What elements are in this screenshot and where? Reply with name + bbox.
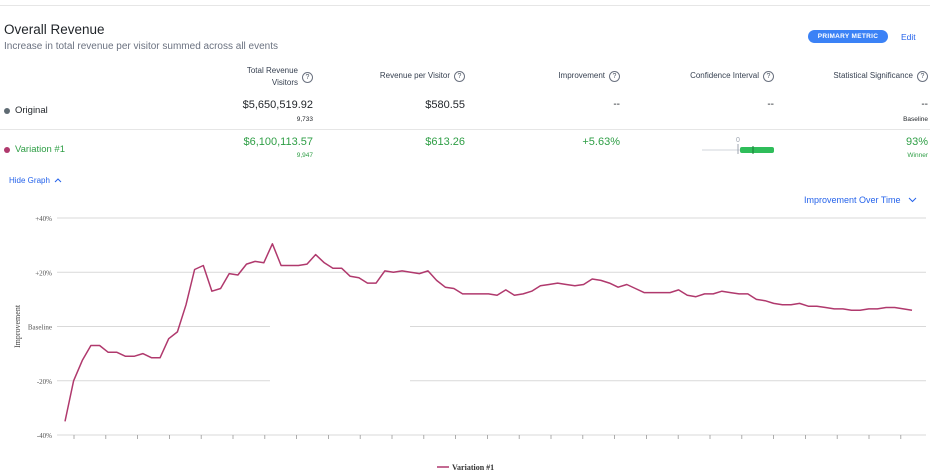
confidence-interval-bar: 0	[702, 137, 774, 154]
original-significance: --	[921, 99, 928, 110]
y-tick-label: +20%	[35, 269, 52, 277]
hide-graph-toggle[interactable]: Hide Graph	[9, 176, 62, 185]
revenue-per-visitor-label: Revenue per Visitor	[379, 71, 450, 80]
statistical-significance-label: Statistical Significance	[833, 71, 913, 80]
column-header-confidence-interval: Confidence Interval ?	[660, 70, 774, 82]
original-improvement: --	[613, 99, 620, 110]
variation-improvement: +5.63%	[582, 136, 620, 148]
variation-total-revenue: $6,100,113.57	[243, 136, 313, 148]
y-tick-label: -40%	[37, 432, 52, 440]
improvement-over-time-chart: +40% +20% Baseline -20% -40% Improvement Varia…	[13, 215, 926, 472]
column-header-improvement: Improvement ?	[520, 70, 620, 82]
original-visitors: 9,733	[296, 116, 313, 123]
variation-name: Original	[15, 105, 48, 116]
legend-label: Variation #1	[452, 463, 494, 472]
original-total-revenue: $5,650,519.92	[242, 99, 313, 111]
help-icon[interactable]: ?	[609, 70, 620, 82]
chevron-up-icon	[54, 178, 62, 183]
y-tick-label: Baseline	[28, 324, 52, 332]
original-revenue-per-visitor: $580.55	[425, 99, 465, 111]
y-tick-label: -20%	[37, 378, 52, 386]
top-divider	[0, 5, 930, 6]
column-header-statistical-significance: Statistical Significance ?	[800, 70, 928, 82]
y-axis-label: Improvement	[13, 304, 22, 348]
column-header-revenue-per-visitor: Revenue per Visitor ?	[350, 70, 465, 82]
variation-name: Variation #1	[15, 144, 65, 155]
ci-range	[740, 147, 774, 153]
column-header-total-revenue: Total Revenue Visitors ?	[225, 65, 313, 89]
confidence-interval-label: Confidence Interval	[690, 71, 759, 80]
total-revenue-label: Total Revenue	[246, 66, 298, 75]
y-tick-label: +40%	[35, 215, 52, 223]
visitors-label: Visitors	[271, 78, 298, 87]
help-icon[interactable]: ?	[763, 70, 774, 82]
improvement-label: Improvement	[558, 71, 605, 80]
edit-link[interactable]: Edit	[901, 32, 916, 42]
hide-graph-label: Hide Graph	[9, 176, 50, 185]
variation-significance-sub: Winner	[907, 152, 928, 159]
graph-view-dropdown[interactable]: Improvement Over Time	[804, 195, 917, 205]
variation-significance: 93%	[905, 136, 928, 148]
original-confidence-interval: --	[767, 99, 774, 110]
original-color-dot	[4, 107, 10, 114]
variation-visitors: 9,947	[296, 152, 313, 159]
help-icon[interactable]: ?	[917, 70, 928, 82]
primary-metric-badge: PRIMARY METRIC	[808, 30, 888, 43]
variation-color-dot	[4, 146, 10, 153]
metric-title: Overall Revenue	[4, 22, 105, 37]
series-line-variation-1	[64, 243, 913, 422]
ci-zero-label: 0	[736, 137, 740, 144]
chevron-down-icon	[908, 197, 917, 203]
variation-revenue-per-visitor: $613.26	[425, 136, 465, 148]
variation-1[interactable]: Variation #1	[4, 144, 65, 155]
help-icon[interactable]: ?	[302, 71, 313, 83]
original-significance-sub: Baseline	[903, 116, 928, 123]
graph-view-label: Improvement Over Time	[804, 195, 901, 205]
help-icon[interactable]: ?	[454, 70, 465, 82]
metric-subtitle: Increase in total revenue per visitor su…	[4, 41, 279, 52]
variation-original[interactable]: Original	[4, 105, 48, 116]
row-divider	[0, 129, 930, 130]
